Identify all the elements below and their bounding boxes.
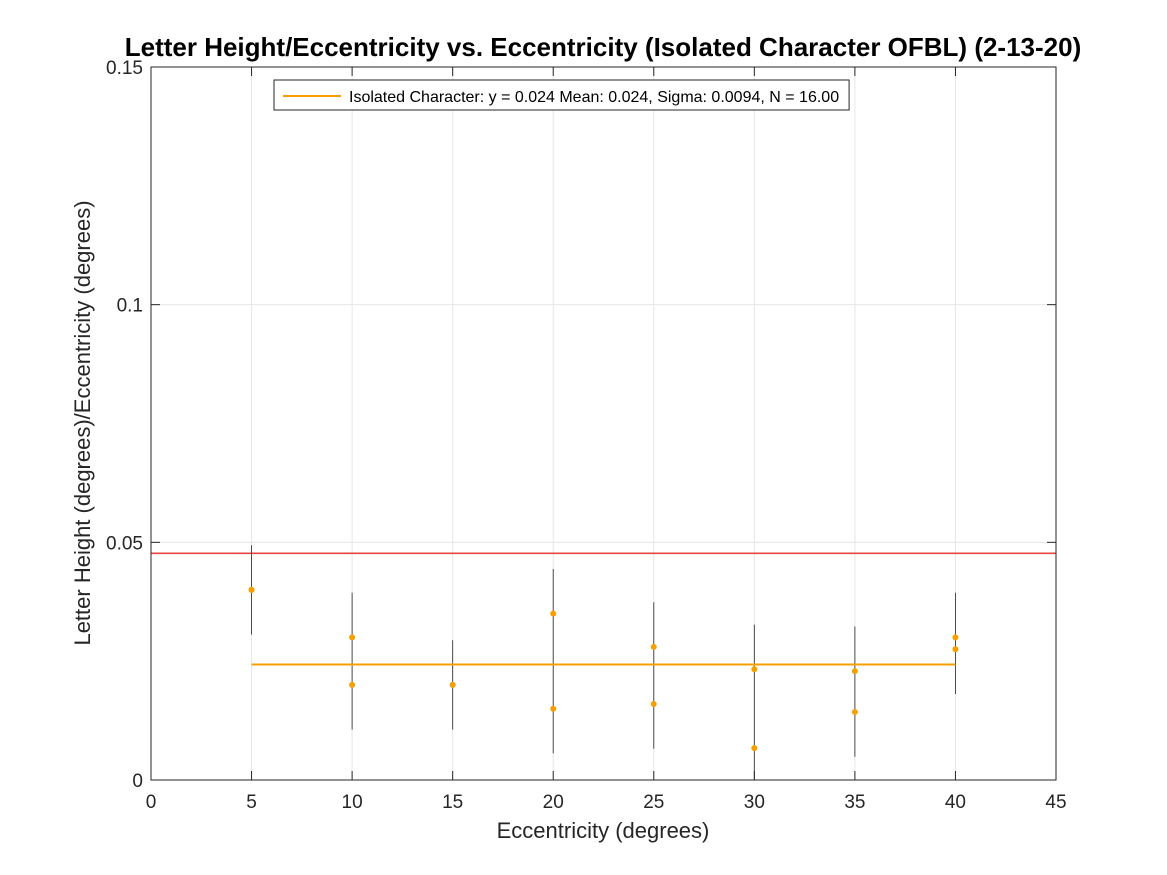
data-point [751,745,758,752]
x-tick-label: 10 [342,792,363,813]
y-tick-label: 0.15 [106,58,143,79]
x-tick-label: 45 [1045,792,1066,813]
y-axis-label: Letter Height (degrees)/Eccentricity (de… [70,200,95,645]
x-tick-label: 20 [543,792,564,813]
data-point [851,668,858,675]
legend-entry-fit: Isolated Character: y = 0.024 Mean: 0.02… [349,89,839,106]
plot-area [151,67,1056,780]
data-points-group [248,586,959,752]
y-tick-label: 0 [132,771,143,792]
axis-ticks: 0 5 10 15 20 25 30 35 40 45 0 0.05 0.1 0.15 [106,58,1067,813]
x-tick-label: 15 [442,792,463,813]
data-point [952,634,959,641]
y-tick-label: 0.05 [106,533,143,554]
data-point [349,634,356,641]
plot-frame [150,66,1057,781]
x-axis-label: Eccentricity (degrees) [497,818,710,843]
x-tick-label: 40 [945,792,966,813]
data-point [952,646,959,653]
x-tick-label: 0 [146,792,157,813]
data-point [248,586,255,593]
data-point [550,610,557,617]
x-tick-label: 25 [643,792,664,813]
legend-box [273,79,850,111]
data-point [349,681,356,688]
data-point [650,643,657,650]
y-tick-label: 0.1 [117,296,143,317]
x-tick-label: 5 [246,792,257,813]
x-tick-label: 30 [744,792,765,813]
legend: Isolated Character: y = 0.024 Mean: 0.02… [273,79,850,111]
x-tick-label: 35 [844,792,865,813]
data-point [751,666,758,673]
data-point [550,705,557,712]
data-point [650,700,657,707]
data-point [851,709,858,716]
grid-lines [151,67,1056,780]
chart-title: Letter Height/Eccentricity vs. Eccentric… [125,32,1082,62]
data-point [449,681,456,688]
